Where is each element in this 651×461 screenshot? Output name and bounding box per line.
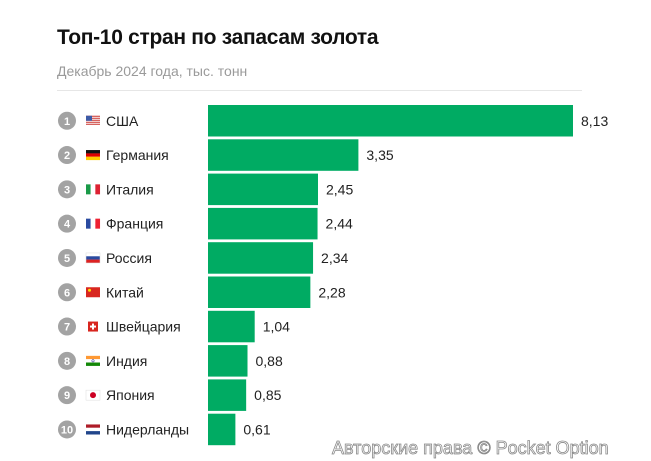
rank-badge bbox=[58, 283, 76, 302]
rank-badge bbox=[58, 111, 76, 130]
flag-ch-icon bbox=[88, 321, 98, 332]
category-label: Германия bbox=[106, 147, 169, 163]
category-label: Индия bbox=[106, 353, 147, 369]
flag-it-icon bbox=[86, 184, 101, 195]
bar bbox=[208, 105, 573, 137]
chart-subtitle: Декабрь 2024 года, тыс. тонн bbox=[57, 63, 248, 79]
bar bbox=[208, 413, 236, 446]
category-label: Швейцария bbox=[106, 319, 181, 335]
watermark: Авторские права © Pocket Option bbox=[332, 438, 609, 459]
bar bbox=[208, 173, 318, 206]
bar bbox=[208, 242, 314, 274]
bar-row: 3 Италия 2,45 bbox=[58, 173, 353, 206]
rank-badge bbox=[58, 351, 76, 370]
value-label: 0,88 bbox=[256, 353, 283, 369]
bar-row: 6 Китай 2,28 bbox=[58, 276, 346, 308]
rank-number: 4 bbox=[64, 219, 71, 231]
flag-us-icon bbox=[86, 115, 100, 126]
value-label: 2,44 bbox=[326, 216, 353, 232]
rank-number: 5 bbox=[64, 253, 70, 265]
flag-nl-icon bbox=[86, 424, 100, 435]
category-label: Япония bbox=[106, 387, 155, 403]
divider bbox=[57, 90, 582, 91]
rank-number: 7 bbox=[64, 322, 70, 334]
bar bbox=[208, 310, 255, 343]
bar bbox=[208, 379, 247, 411]
category-label: Нидерланды bbox=[106, 421, 189, 437]
rank-badge bbox=[58, 317, 76, 336]
rank-badge bbox=[58, 146, 76, 165]
value-label: 1,04 bbox=[263, 319, 290, 335]
category-label: Китай bbox=[106, 284, 144, 300]
rank-badge bbox=[58, 248, 76, 267]
value-label: 2,45 bbox=[326, 181, 353, 197]
bar-row: 9 Япония 0,85 bbox=[58, 379, 282, 411]
category-label: Россия bbox=[106, 250, 152, 266]
rank-number: 3 bbox=[64, 184, 70, 196]
flag-in-icon bbox=[86, 355, 100, 366]
rank-badge bbox=[58, 214, 76, 233]
bar bbox=[208, 345, 248, 377]
flag-fr-icon bbox=[86, 218, 101, 229]
rank-number: 2 bbox=[64, 150, 70, 162]
bar-row: 4 Франция 2,44 bbox=[58, 207, 353, 240]
rank-number: 6 bbox=[64, 287, 70, 299]
bar bbox=[208, 207, 318, 240]
value-label: 3,35 bbox=[366, 147, 393, 163]
flag-jp-icon bbox=[85, 389, 101, 401]
bar-row: 5 Россия 2,34 bbox=[58, 242, 349, 274]
value-label: 0,85 bbox=[254, 387, 281, 403]
bar-row: 10 Нидерланды 0,61 bbox=[58, 413, 271, 446]
bar bbox=[208, 276, 311, 308]
bar-row: 7 Швейцария 1,04 bbox=[58, 310, 290, 343]
bar-row: 2 Германия 3,35 bbox=[58, 139, 394, 171]
bar-row: 1 США 8,13 bbox=[58, 105, 608, 137]
rank-badge bbox=[58, 420, 76, 439]
category-label: Италия bbox=[106, 181, 154, 197]
rank-badge bbox=[58, 386, 76, 405]
category-label: Франция bbox=[106, 216, 163, 232]
rank-number: 10 bbox=[61, 424, 73, 436]
rank-number: 1 bbox=[64, 116, 70, 128]
rank-badge bbox=[58, 180, 76, 199]
value-label: 2,28 bbox=[318, 284, 345, 300]
bar bbox=[208, 139, 359, 171]
value-label: 0,61 bbox=[243, 421, 270, 437]
flag-de-icon bbox=[86, 150, 100, 161]
bar-row: 8 Индия 0,88 bbox=[58, 345, 283, 377]
value-label: 8,13 bbox=[581, 113, 608, 129]
flag-ru-icon bbox=[85, 252, 101, 264]
rank-number: 8 bbox=[64, 356, 70, 368]
value-label: 2,34 bbox=[321, 250, 348, 266]
category-label: США bbox=[106, 113, 139, 129]
chart-title: Топ-10 стран по запасам золота bbox=[57, 26, 379, 49]
rank-number: 9 bbox=[64, 390, 70, 402]
flag-cn-icon bbox=[86, 287, 100, 298]
